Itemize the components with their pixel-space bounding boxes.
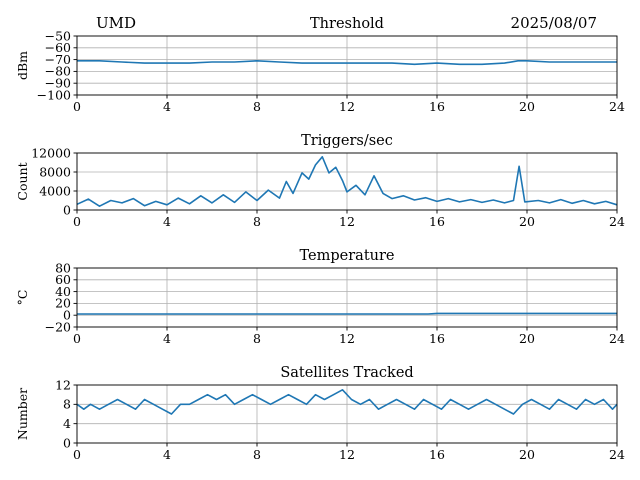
satellites-y-axis-label: Number — [15, 388, 30, 440]
triggers-x-tick-label: 0 — [73, 214, 81, 229]
triggers-x-tick-label: 16 — [429, 214, 445, 229]
threshold-x-tick-label: 20 — [519, 99, 535, 114]
temperature-y-tick-label: −20 — [45, 319, 71, 334]
satellites-series-line — [76, 388, 618, 415]
chart-satellites: 0 4 8 12 16 20 24 0 4 8 12 Satellites Tracked Number — [15, 365, 625, 462]
threshold-x-tick-label: 4 — [163, 99, 171, 114]
threshold-y-tick-label: −70 — [45, 52, 71, 67]
temperature-y-tick-label: 0 — [63, 308, 71, 323]
satellites-title: Satellites Tracked — [280, 365, 413, 381]
temperature-y-tick-label: 40 — [55, 284, 71, 299]
temperature-x-tick-label: 16 — [429, 331, 445, 346]
threshold-y-tick-label: −50 — [45, 28, 71, 43]
threshold-y-axis-label: dBm — [15, 51, 30, 80]
triggers-y-tick-label: 12000 — [31, 145, 71, 160]
satellites-x-tick-label: 0 — [73, 447, 81, 462]
temperature-y-tick-label: 20 — [55, 296, 71, 311]
temperature-title: Temperature — [300, 248, 395, 264]
threshold-y-tick-label: −80 — [45, 64, 71, 79]
panels: 0 4 8 12 16 20 24 −50−60−70−80−90−100 Threshold d… — [15, 16, 625, 462]
triggers-x-tick-label: 24 — [609, 214, 625, 229]
temperature-y-tick-label: 80 — [55, 260, 71, 275]
threshold-x-tick-label: 12 — [339, 99, 355, 114]
satellites-y-tick-label: 4 — [63, 416, 71, 431]
temperature-x-tick-label: 24 — [609, 331, 625, 346]
threshold-title: Threshold — [310, 16, 384, 32]
satellites-x-tick-label: 8 — [253, 447, 261, 462]
date-label: 2025/08/07 — [511, 14, 597, 32]
site-label: UMD — [96, 14, 136, 32]
triggers-title: Triggers/sec — [301, 133, 393, 149]
satellites-y-tick-label: 8 — [63, 397, 71, 412]
threshold-x-tick-label: 8 — [253, 99, 261, 114]
triggers-series-line — [76, 156, 618, 207]
threshold-x-tick-label: 0 — [73, 99, 81, 114]
triggers-y-tick-label: 4000 — [39, 183, 71, 198]
satellites-y-tick-label: 0 — [63, 435, 71, 450]
temperature-x-tick-label: 12 — [339, 331, 355, 346]
chart-triggers: 0 4 8 12 16 20 24 0 4000 8000 12000 Triggers/sec Cou… — [15, 133, 625, 229]
triggers-x-tick-label: 20 — [519, 214, 535, 229]
temperature-x-tick-label: 4 — [163, 331, 171, 346]
chart-threshold: 0 4 8 12 16 20 24 −50−60−70−80−90−100 Threshold d… — [15, 16, 625, 114]
satellites-x-tick-label: 4 — [163, 447, 171, 462]
satellites-y-tick-label: 12 — [55, 377, 71, 392]
triggers-x-tick-label: 8 — [253, 214, 261, 229]
triggers-x-tick-label: 4 — [163, 214, 171, 229]
temperature-series-line — [77, 312, 617, 315]
temperature-x-tick-label: 20 — [519, 331, 535, 346]
triggers-y-tick-label: 0 — [63, 202, 71, 217]
threshold-x-tick-label: 24 — [609, 99, 625, 114]
triggers-y-tick-label: 8000 — [39, 164, 71, 179]
temperature-x-tick-label: 8 — [253, 331, 261, 346]
threshold-y-tick-label: −60 — [45, 40, 71, 55]
triggers-x-tick-label: 12 — [339, 214, 355, 229]
temperature-y-tick-label: 60 — [55, 272, 71, 287]
satellites-x-tick-label: 24 — [609, 447, 625, 462]
satellites-x-tick-label: 16 — [429, 447, 445, 462]
threshold-series-line — [77, 59, 617, 66]
temperature-x-tick-label: 0 — [73, 331, 81, 346]
threshold-y-tick-label: −90 — [45, 76, 71, 91]
satellites-x-tick-label: 12 — [339, 447, 355, 462]
threshold-y-tick-label: −100 — [37, 87, 71, 102]
satellites-x-tick-label: 20 — [519, 447, 535, 462]
temperature-y-axis-label: °C — [15, 290, 30, 306]
triggers-y-axis-label: Count — [15, 162, 30, 200]
threshold-x-tick-label: 16 — [429, 99, 445, 114]
